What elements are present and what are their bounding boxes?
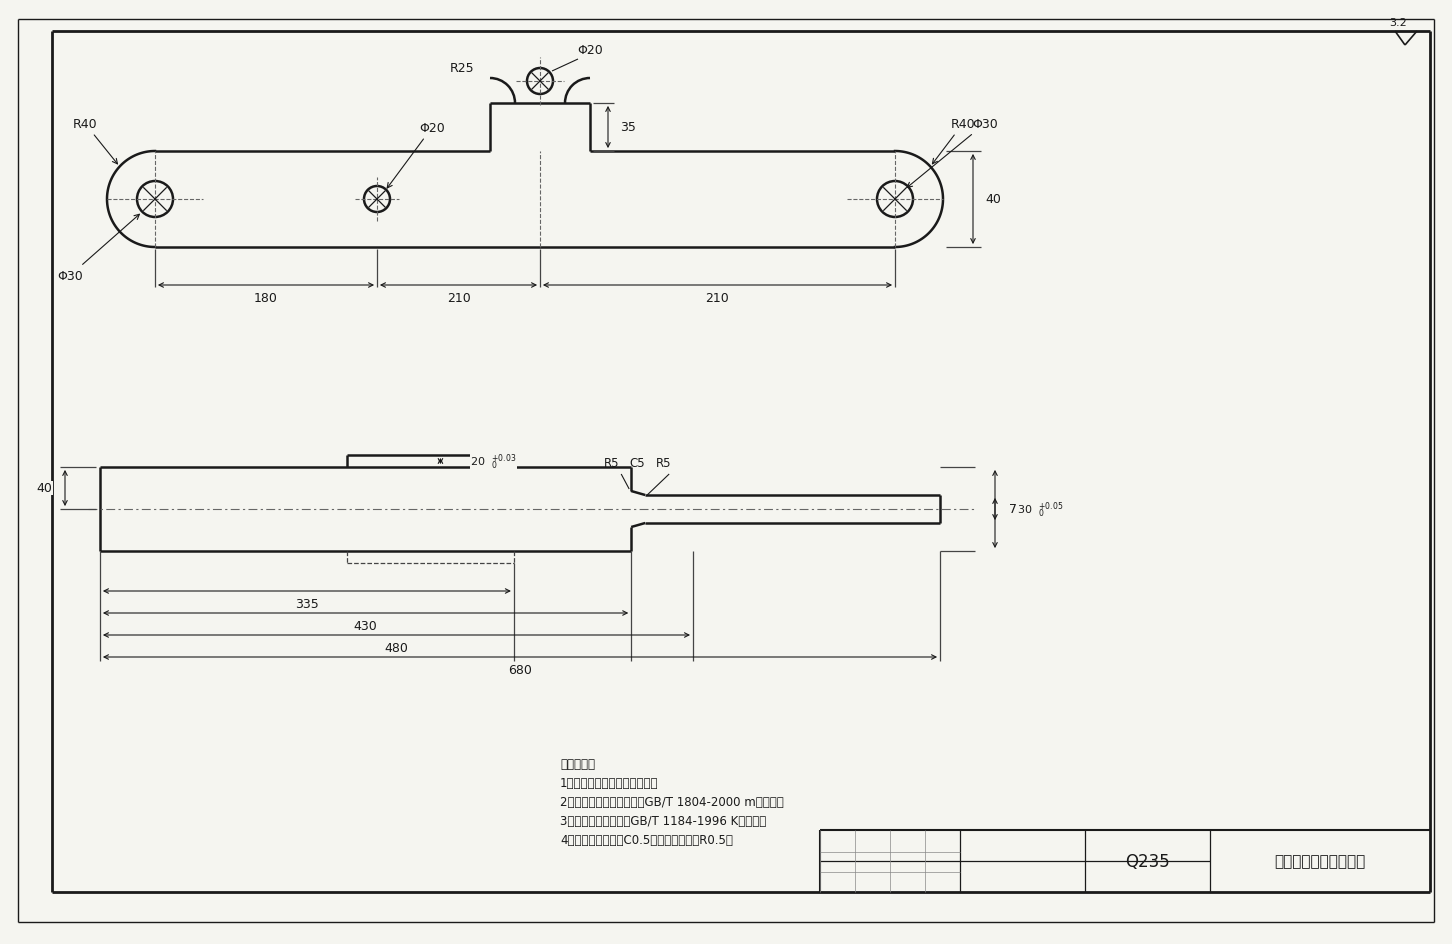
- Text: 技术要求：: 技术要求：: [560, 758, 595, 770]
- Text: 480: 480: [385, 642, 408, 655]
- Text: Φ20: Φ20: [576, 44, 603, 57]
- Text: 40: 40: [36, 482, 52, 495]
- Text: 430: 430: [354, 620, 378, 632]
- Text: 2．未注线性尺寸公差参照GB/T 1804-2000 m级执行；: 2．未注线性尺寸公差参照GB/T 1804-2000 m级执行；: [560, 796, 784, 809]
- Text: Φ30: Φ30: [57, 215, 139, 282]
- Text: 680: 680: [508, 664, 531, 677]
- Text: 3．未注形位公差参照GB/T 1184-1996 K级执行；: 3．未注形位公差参照GB/T 1184-1996 K级执行；: [560, 815, 767, 828]
- Text: R40: R40: [932, 118, 976, 164]
- Text: 70: 70: [1009, 503, 1025, 516]
- Text: Φ30: Φ30: [908, 118, 998, 188]
- Text: R5: R5: [655, 457, 671, 469]
- Text: 1．去除毛刺飞边、锐边倒鸝；: 1．去除毛刺飞边、锐边倒鸝；: [560, 777, 659, 790]
- Text: R25: R25: [450, 62, 475, 75]
- Text: R5: R5: [604, 457, 619, 469]
- Text: 20  $^{+0.03}_{0}$: 20 $^{+0.03}_{0}$: [470, 452, 517, 471]
- Text: Q235: Q235: [1125, 852, 1170, 870]
- Text: 40: 40: [984, 194, 1000, 207]
- Text: 210: 210: [447, 293, 470, 305]
- Text: 35: 35: [620, 122, 636, 134]
- Text: C5: C5: [629, 457, 645, 469]
- Text: 210: 210: [706, 293, 729, 305]
- Text: 3.2: 3.2: [1390, 18, 1407, 28]
- Text: 30  $^{+0.05}_{0}$: 30 $^{+0.05}_{0}$: [1016, 499, 1063, 519]
- Text: 浙江机电职业技术学院: 浙江机电职业技术学院: [1275, 853, 1366, 868]
- Text: 180: 180: [254, 293, 277, 305]
- Text: R40: R40: [73, 118, 118, 164]
- Text: Φ20: Φ20: [388, 122, 444, 189]
- Text: 4．图中未注倒角为C0.5，未注倒圆角为R0.5。: 4．图中未注倒角为C0.5，未注倒圆角为R0.5。: [560, 834, 733, 847]
- Text: 335: 335: [295, 598, 319, 611]
